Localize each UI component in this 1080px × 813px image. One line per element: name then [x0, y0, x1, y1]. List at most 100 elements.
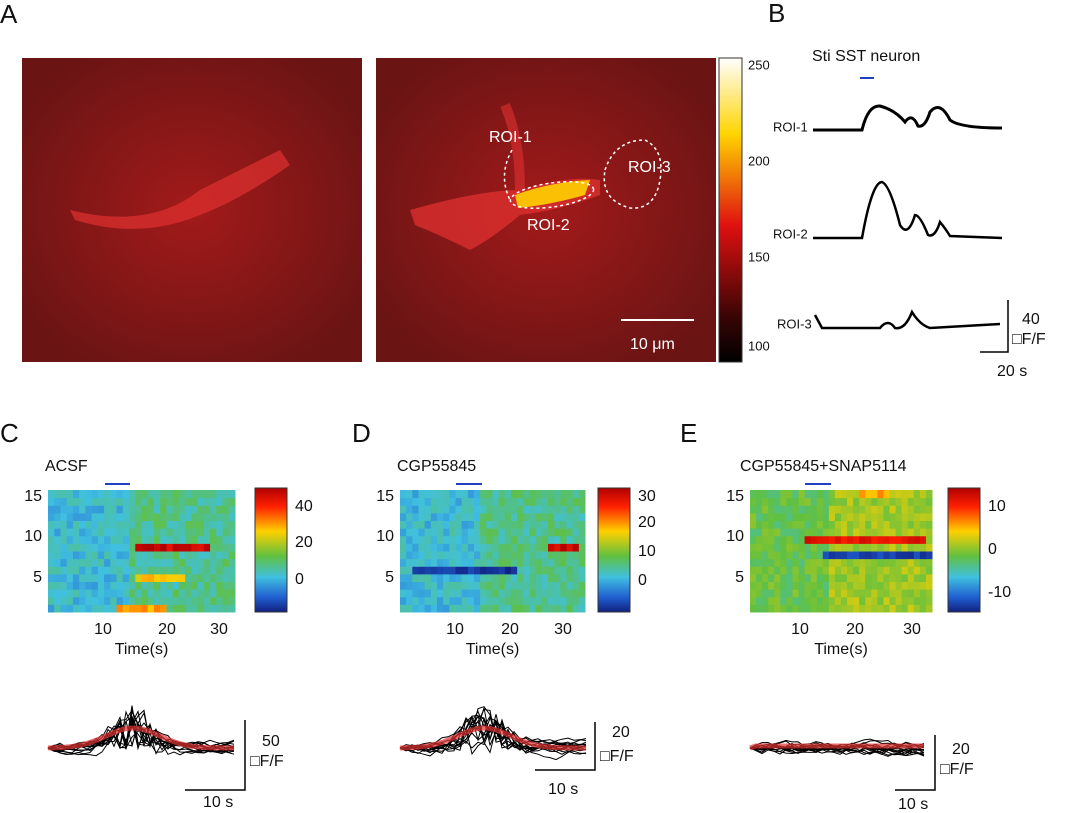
heatmap-cell — [828, 497, 836, 506]
heatmap-cell — [798, 558, 806, 567]
heatmap-cell — [467, 581, 475, 590]
heatmap-cell — [907, 573, 915, 582]
heatmap-cell — [412, 490, 419, 499]
heatmap-cell — [191, 589, 199, 598]
heatmap-cell — [418, 528, 426, 537]
heatmap-cell — [810, 558, 818, 567]
heatmap-cell — [85, 535, 93, 544]
heatmap-cell — [191, 505, 199, 514]
heatmap-cell — [191, 581, 199, 590]
heatmap-cell — [548, 520, 555, 529]
heatmap-cell — [437, 551, 444, 560]
colorbar-tick: 30 — [638, 488, 656, 505]
heatmap-cell — [91, 535, 99, 544]
scale-label: 10 μm — [630, 336, 675, 353]
colorbar — [597, 487, 631, 613]
heatmap-cell — [443, 490, 450, 499]
heatmap-cell — [834, 589, 842, 598]
heatmap-cell — [85, 543, 93, 552]
heatmap-cell — [780, 490, 787, 499]
heatmap-cell — [529, 589, 537, 598]
heatmap-cell — [91, 604, 99, 613]
heatmap-cell — [889, 512, 897, 521]
scale-label: 10 s — [898, 796, 928, 813]
heatmap-cell — [60, 535, 68, 544]
heatmap-cell — [756, 604, 763, 613]
heatmap-cell — [865, 520, 872, 529]
heatmap-cell — [185, 589, 192, 598]
heatmap-cell — [160, 566, 167, 575]
heatmap-cell — [48, 497, 55, 506]
heatmap-cell — [412, 566, 419, 575]
heatmap-cell — [461, 497, 469, 506]
heatmap-cell — [443, 596, 450, 605]
heatmap-cell — [841, 528, 848, 537]
heatmap-cell — [203, 604, 211, 613]
heatmap-cell — [511, 581, 518, 590]
heatmap-cell — [147, 528, 155, 537]
heatmap-cell — [517, 581, 524, 590]
heatmap-cell — [859, 558, 866, 567]
heatmap-cell — [901, 528, 909, 537]
heatmap-cell — [780, 581, 787, 590]
heatmap-cell — [197, 551, 205, 560]
heatmap-cell — [110, 543, 118, 552]
heatmap-cell — [178, 528, 186, 537]
heatmap-cell — [566, 573, 574, 582]
heatmap-cell — [54, 573, 61, 582]
heatmap-cell — [185, 497, 192, 506]
heatmap-cell — [907, 589, 915, 598]
heatmap-cell — [60, 566, 68, 575]
heatmap-cell — [203, 581, 211, 590]
heatmap-cell — [474, 573, 481, 582]
scale-label: □F/F — [1012, 331, 1046, 348]
heatmap-cell — [449, 566, 456, 575]
heatmap-cell — [756, 581, 763, 590]
heatmap-cell — [768, 535, 775, 544]
heatmap-cell — [467, 512, 475, 521]
heatmap-cell — [48, 490, 55, 499]
heatmap-cell — [147, 589, 155, 598]
heatmap-cell — [756, 520, 763, 529]
heatmap-cell — [135, 589, 142, 598]
heatmap-cell — [560, 543, 567, 552]
heatmap-cell — [750, 589, 757, 598]
heatmap-cell — [222, 551, 230, 560]
heatmap-cell — [72, 512, 80, 521]
heatmap-cell — [166, 543, 174, 552]
heatmap-cell — [504, 520, 512, 529]
heatmap-cell — [443, 604, 450, 613]
heatmap-cell — [780, 528, 787, 537]
heatmap-cell — [919, 543, 927, 552]
heatmap-cell — [228, 505, 236, 514]
heatmap-cell — [122, 573, 130, 582]
heatmap-cell — [104, 581, 111, 590]
heatmap-cell — [907, 535, 915, 544]
heatmap-cell — [60, 505, 68, 514]
heatmap-cell — [578, 566, 586, 575]
heatmap-cell — [116, 490, 124, 499]
heatmap-cell — [804, 505, 812, 514]
heatmap-cell — [216, 505, 224, 514]
heatmap-cell — [48, 535, 55, 544]
heatmap-cell — [907, 604, 915, 613]
heatmap-cell — [210, 520, 217, 529]
heatmap-cell — [925, 528, 933, 537]
heatmap-cell — [97, 596, 105, 605]
heatmap-cell — [54, 528, 61, 537]
heatmap-cell — [424, 589, 432, 598]
heatmap-cell — [461, 551, 469, 560]
heatmap-cell — [116, 589, 124, 598]
cell-process — [500, 103, 525, 191]
heatmap-cell — [750, 512, 757, 521]
heatmap-cell — [222, 528, 230, 537]
heatmap-cell — [97, 543, 105, 552]
heatmap-cell — [116, 581, 124, 590]
scale-label: 20 — [612, 724, 630, 741]
heatmap-cell — [110, 528, 118, 537]
heatmap-cell — [865, 573, 872, 582]
heatmap-cell — [203, 520, 211, 529]
heatmap-cell — [511, 535, 518, 544]
heatmap-cell — [548, 497, 555, 506]
heatmap-cell — [160, 604, 167, 613]
